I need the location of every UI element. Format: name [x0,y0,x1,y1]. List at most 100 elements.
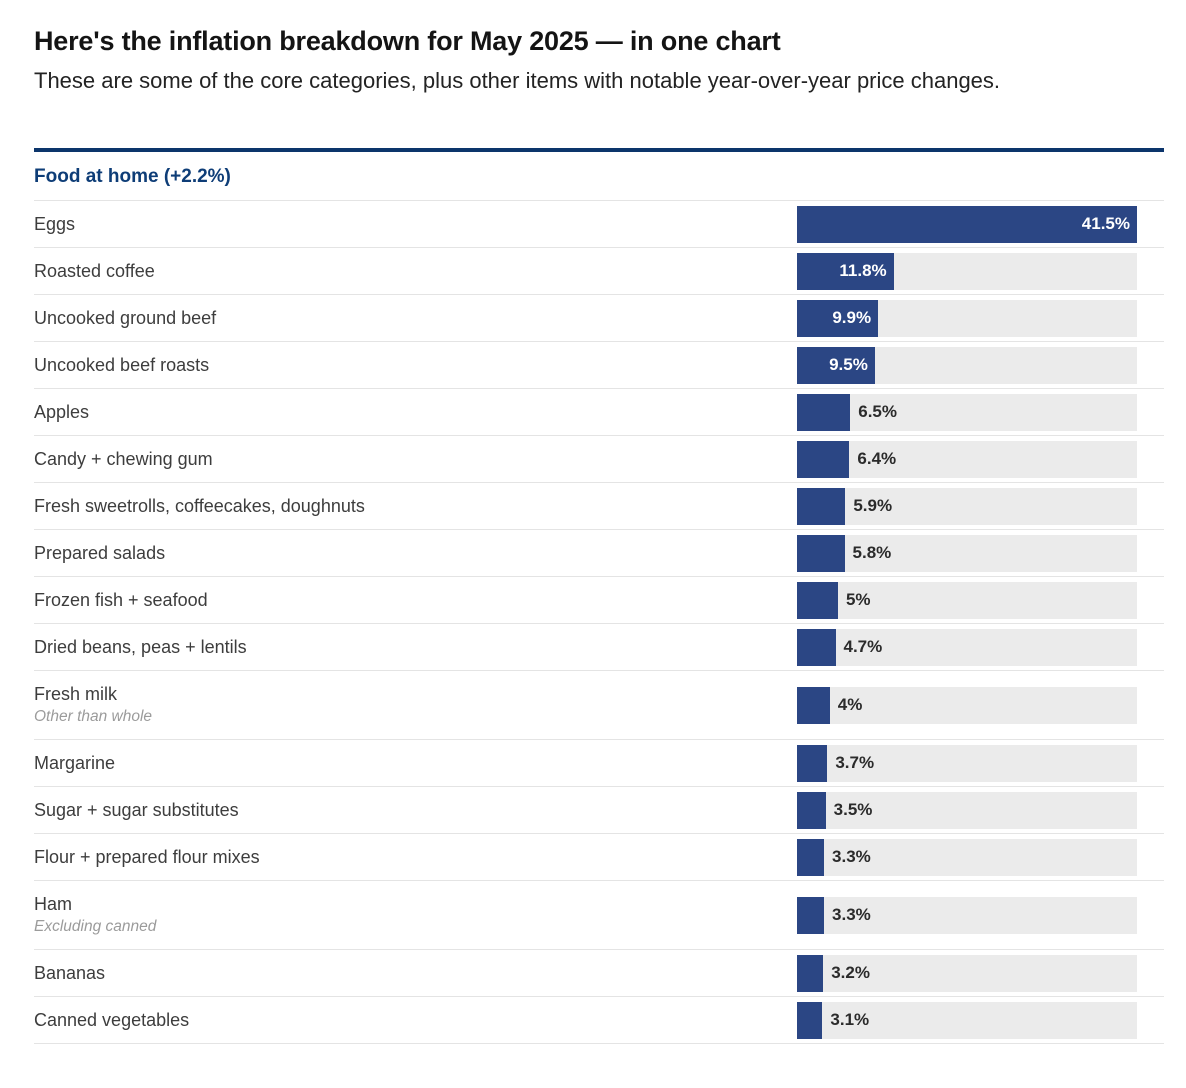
bar-fill [797,954,824,992]
bar-track: 5.9% [797,487,1137,525]
chart-row: Bananas 3.2% [34,949,1164,996]
category-label: Canned vegetables [34,1009,190,1030]
bar-track: 4.7% [797,628,1137,666]
category-label: Fresh milk [34,684,118,704]
bar-value-label: 41.5% [1081,214,1130,233]
category-label: Prepared salads [34,542,166,563]
category-label-wrap: Sugar + sugar substitutes [34,800,797,821]
category-label-wrap: Margarine [34,753,797,774]
category-label: Dried beans, peas + lentils [34,636,247,657]
bar-value-label: 6.4% [857,449,897,468]
category-sublabel: Other than whole [34,708,153,725]
bar-value-label: 6.5% [858,402,897,421]
bar-value-label: 3.3% [832,847,871,866]
category-label-wrap: Uncooked ground beef [34,308,797,329]
category-label-wrap: Canned vegetables [34,1010,797,1031]
bar-track: 3.5% [797,791,1137,829]
category-sublabel: Excluding canned [34,918,157,935]
chart-row: Apples 6.5% [34,388,1164,435]
bar-value-label: 4.7% [843,637,883,656]
category-label: Bananas [34,962,106,983]
bar-fill [797,1001,823,1039]
category-label: Fresh sweetrolls, coffeecakes, doughnuts [34,495,365,516]
bar-fill [797,838,825,876]
chart-row: Margarine 3.7% [34,739,1164,786]
bar-track: 9.5% [797,346,1137,384]
chart-row: Roasted coffee 11.8% [34,247,1164,294]
chart-row: Eggs 41.5% [34,200,1164,247]
category-label-wrap: Frozen fish + seafood [34,590,797,611]
bar-track: 3.7% [797,744,1137,782]
bar-value-label: 11.8% [839,261,887,280]
bar-value-label: 3.7% [835,753,875,772]
bar-fill [797,534,845,572]
chart-row: Uncooked beef roasts 9.5% [34,341,1164,388]
category-label: Ham [34,894,73,914]
section-header: Food at home (+2.2%) [34,166,231,187]
category-label-wrap: Roasted coffee [34,261,797,282]
bar-value-label: 9.9% [832,308,872,327]
category-label: Eggs [34,213,76,234]
category-label-wrap: Candy + chewing gum [34,449,797,470]
category-label: Apples [34,401,90,422]
section-top-rule [34,148,1164,152]
bar-value-label: 4% [837,695,863,714]
bar-fill [797,440,850,478]
bar-value-label: 3.5% [833,800,873,819]
bar-fill: 41.5% [797,205,1137,243]
chart-row: Uncooked ground beef 9.9% [34,294,1164,341]
category-label-wrap: Bananas [34,963,797,984]
page-subtitle: These are some of the core categories, p… [34,68,1001,93]
bar-track: 5.8% [797,534,1137,572]
bar-track: 3.1% [797,1001,1137,1039]
category-label: Uncooked ground beef [34,307,217,328]
bar-track: 5% [797,581,1137,619]
category-label-wrap: Prepared salads [34,543,797,564]
category-label-wrap: Dried beans, peas + lentils [34,637,797,658]
bar-value-label: 5.9% [853,496,893,515]
chart-row: Flour + prepared flour mixes 3.3% [34,833,1164,880]
chart-row: Candy + chewing gum 6.4% [34,435,1164,482]
chart-row: Sugar + sugar substitutes 3.5% [34,786,1164,833]
bar-value-label: 3.3% [832,905,871,924]
category-label-wrap: Fresh sweetrolls, coffeecakes, doughnuts [34,496,797,517]
bar-value-label: 9.5% [829,355,868,374]
bar-fill: 9.9% [797,299,879,337]
category-label: Uncooked beef roasts [34,354,210,375]
bar-value-label: 5% [845,590,871,609]
bar-track: 3.3% [797,838,1137,876]
bar-value-label: 5.8% [852,543,892,562]
bar-fill [797,744,828,782]
bar-track: 11.8% [797,252,1137,290]
bar-track: 4% [797,686,1137,724]
bar-fill: 9.5% [797,346,875,384]
category-label-wrap: Apples [34,402,797,423]
chart-row: Fresh sweetrolls, coffeecakes, doughnuts… [34,482,1164,529]
category-label-wrap: Eggs [34,214,797,235]
category-label-wrap: Ham Excluding canned [34,894,797,936]
chart-row: Ham Excluding canned 3.3% [34,880,1164,949]
bar-fill [797,686,830,724]
chart-row: Fresh milk Other than whole 4% [34,670,1164,739]
chart-rows: Eggs 41.5% Roasted coffee 11.8% Uncooked… [34,200,1164,1044]
category-label: Candy + chewing gum [34,448,213,469]
bar-track: 41.5% [797,205,1137,243]
bar-fill [797,393,851,431]
article-chart: Here's the inflation breakdown for May 2… [0,25,1186,1044]
chart-row: Dried beans, peas + lentils 4.7% [34,623,1164,670]
category-label-wrap: Flour + prepared flour mixes [34,847,797,868]
bar-value-label: 3.2% [831,963,870,982]
bar-value-label: 3.1% [830,1010,870,1029]
category-label: Sugar + sugar substitutes [34,799,239,820]
category-label: Margarine [34,752,116,773]
category-label: Roasted coffee [34,260,155,281]
bar-track: 6.5% [797,393,1137,431]
chart-row: Prepared salads 5.8% [34,529,1164,576]
bar-fill [797,581,838,619]
bar-fill [797,791,826,829]
category-label-wrap: Uncooked beef roasts [34,355,797,376]
bar-track: 9.9% [797,299,1137,337]
bar-track: 6.4% [797,440,1137,478]
category-label: Frozen fish + seafood [34,589,208,610]
category-label-wrap: Fresh milk Other than whole [34,684,797,726]
